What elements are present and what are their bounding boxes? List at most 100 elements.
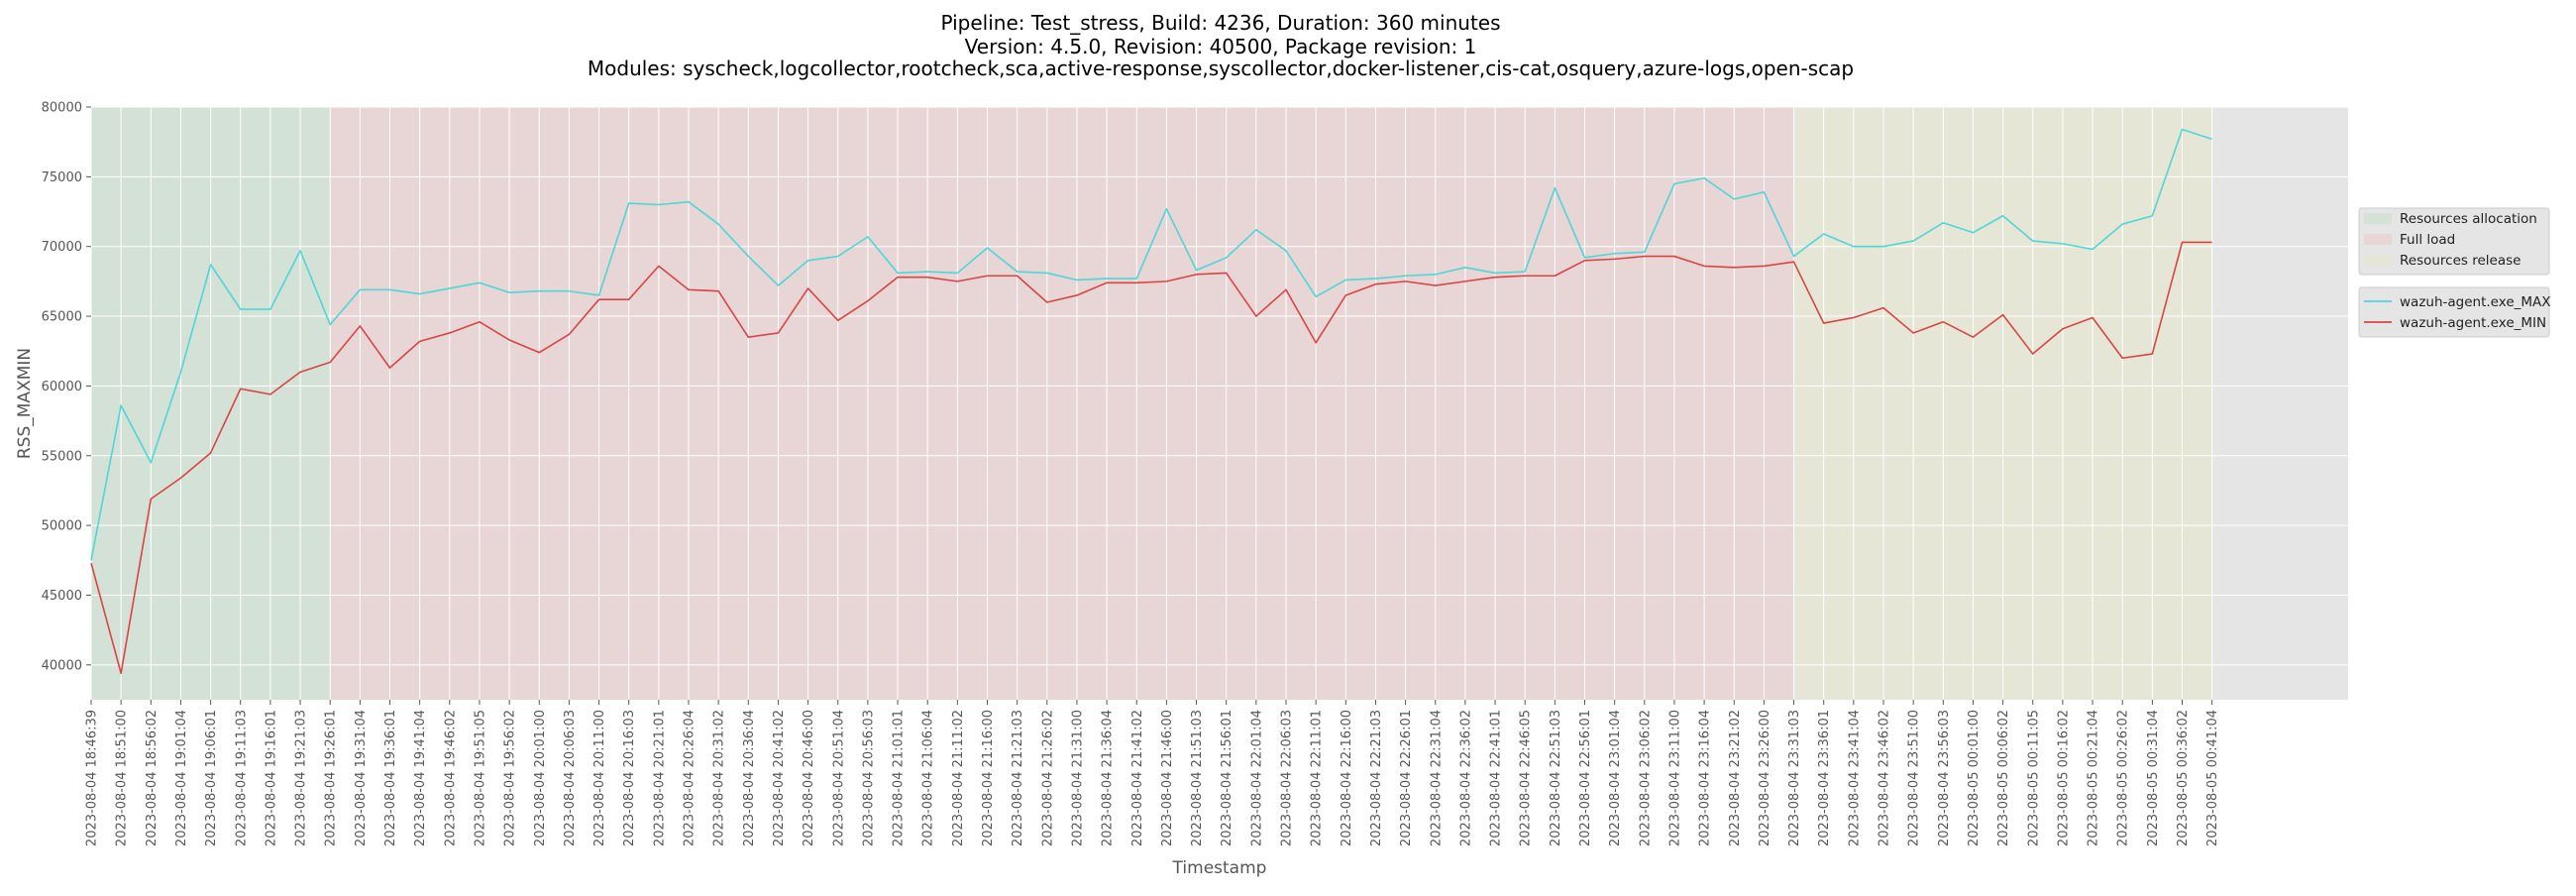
x-axis: 2023-08-04 18:46:39 2023-08-04 18:51:00 20… bbox=[85, 700, 2220, 846]
x-tick-label-67: 2023-08-05 00:21:04 bbox=[2087, 710, 2101, 846]
x-tick-label-15: 2023-08-04 20:01:00 bbox=[533, 710, 548, 846]
x-tick-label-28: 2023-08-04 21:06:04 bbox=[921, 710, 936, 846]
x-tick-label-40: 2023-08-04 22:06:03 bbox=[1280, 710, 1295, 846]
x-axis-label: Timestamp bbox=[1172, 858, 1267, 878]
x-tick-label-52: 2023-08-04 23:06:02 bbox=[1638, 710, 1653, 846]
phase-legend-label-2: Resources release bbox=[2400, 253, 2521, 269]
x-tick-label-12: 2023-08-04 19:46:02 bbox=[443, 710, 458, 846]
x-tick-label-54: 2023-08-04 23:16:04 bbox=[1698, 710, 1713, 846]
x-tick-label-53: 2023-08-04 23:11:00 bbox=[1667, 710, 1682, 846]
x-tick-label-69: 2023-08-05 00:31:04 bbox=[2146, 710, 2161, 846]
x-tick-label-27: 2023-08-04 21:01:01 bbox=[892, 710, 907, 846]
series-legend-label-1: wazuh-agent.exe_MIN bbox=[2400, 315, 2546, 331]
x-tick-label-45: 2023-08-04 22:31:04 bbox=[1429, 710, 1444, 846]
x-tick-label-59: 2023-08-04 23:41:04 bbox=[1847, 710, 1862, 846]
x-tick-label-61: 2023-08-04 23:51:00 bbox=[1907, 710, 1922, 846]
x-tick-label-18: 2023-08-04 20:16:03 bbox=[622, 710, 637, 846]
series-line-1 bbox=[90, 241, 2212, 675]
x-tick-label-25: 2023-08-04 20:51:04 bbox=[831, 710, 846, 846]
series-legend-label-0: wazuh-agent.exe_MAX bbox=[2400, 294, 2551, 310]
x-tick-label-26: 2023-08-04 20:56:03 bbox=[861, 710, 876, 846]
x-tick-label-65: 2023-08-05 00:11:05 bbox=[2026, 710, 2041, 846]
x-tick-label-60: 2023-08-04 23:46:02 bbox=[1878, 710, 1892, 846]
x-tick-label-63: 2023-08-05 00:01:00 bbox=[1967, 710, 1982, 846]
x-tick-label-2: 2023-08-04 18:56:02 bbox=[145, 710, 160, 846]
x-tick-label-23: 2023-08-04 20:41:02 bbox=[772, 710, 787, 846]
x-tick-label-8: 2023-08-04 19:26:01 bbox=[324, 710, 339, 846]
x-tick-label-32: 2023-08-04 21:26:02 bbox=[1040, 710, 1055, 846]
grid-lines bbox=[90, 106, 2348, 700]
chart-title: Pipeline: Test_stress, Build: 4236, Dura… bbox=[588, 11, 1854, 80]
x-tick-label-34: 2023-08-04 21:36:04 bbox=[1101, 710, 1116, 846]
y-tick-label-8: 80000 bbox=[42, 101, 82, 116]
x-tick-label-33: 2023-08-04 21:31:00 bbox=[1070, 710, 1085, 846]
x-tick-label-41: 2023-08-04 22:11:01 bbox=[1310, 710, 1325, 846]
x-tick-label-42: 2023-08-04 22:16:00 bbox=[1340, 710, 1354, 846]
y-tick-label-2: 50000 bbox=[42, 519, 82, 534]
phase-legend: Resources allocation Full load Resources r… bbox=[2358, 207, 2550, 276]
y-tick-label-3: 55000 bbox=[42, 449, 82, 464]
x-tick-label-44: 2023-08-04 22:26:01 bbox=[1399, 710, 1414, 846]
x-tick-label-6: 2023-08-04 19:16:01 bbox=[264, 710, 278, 846]
phase-legend-swatch-0 bbox=[2364, 213, 2392, 224]
x-tick-label-22: 2023-08-04 20:36:04 bbox=[742, 710, 757, 846]
x-tick-label-46: 2023-08-04 22:36:02 bbox=[1458, 710, 1473, 846]
title-line-3: Modules: syscheck,logcollector,rootcheck… bbox=[588, 56, 1854, 80]
y-tick-label-5: 65000 bbox=[42, 310, 82, 325]
x-tick-label-36: 2023-08-04 21:46:00 bbox=[1160, 710, 1175, 846]
x-tick-label-10: 2023-08-04 19:36:01 bbox=[383, 710, 398, 846]
phase-legend-box bbox=[2358, 207, 2550, 276]
phase-legend-label-1: Full load bbox=[2400, 232, 2455, 248]
x-tick-label-47: 2023-08-04 22:41:01 bbox=[1489, 710, 1504, 846]
x-tick-label-62: 2023-08-04 23:56:03 bbox=[1937, 710, 1952, 846]
series-line-0 bbox=[90, 128, 2212, 561]
series-lines bbox=[90, 128, 2212, 675]
phase-bands bbox=[91, 107, 2212, 700]
phase-legend-swatch-1 bbox=[2364, 234, 2392, 245]
x-tick-label-3: 2023-08-04 19:01:04 bbox=[174, 710, 189, 846]
x-tick-label-64: 2023-08-05 00:06:02 bbox=[1996, 710, 2011, 846]
x-tick-label-71: 2023-08-05 00:41:04 bbox=[2205, 710, 2220, 846]
y-tick-label-6: 70000 bbox=[42, 240, 82, 255]
x-tick-label-21: 2023-08-04 20:31:02 bbox=[712, 710, 727, 846]
x-tick-label-24: 2023-08-04 20:46:00 bbox=[802, 710, 816, 846]
x-tick-label-49: 2023-08-04 22:51:03 bbox=[1549, 710, 1563, 846]
x-tick-label-7: 2023-08-04 19:21:03 bbox=[294, 710, 309, 846]
x-tick-label-9: 2023-08-04 19:31:04 bbox=[354, 710, 369, 846]
x-tick-label-11: 2023-08-04 19:41:04 bbox=[413, 710, 428, 846]
y-tick-label-4: 60000 bbox=[42, 380, 82, 394]
x-tick-label-5: 2023-08-04 19:11:03 bbox=[234, 710, 249, 846]
phase-band-1 bbox=[330, 107, 1794, 700]
x-tick-label-16: 2023-08-04 20:06:03 bbox=[563, 710, 578, 846]
x-tick-label-66: 2023-08-05 00:16:02 bbox=[2056, 710, 2071, 846]
title-line-2: Version: 4.5.0, Revision: 40500, Package… bbox=[965, 35, 1477, 58]
phase-legend-label-0: Resources allocation bbox=[2400, 211, 2537, 227]
y-axis-label: RSS_MAXMIN bbox=[15, 348, 35, 459]
x-tick-label-39: 2023-08-04 22:01:04 bbox=[1249, 710, 1264, 846]
x-tick-label-20: 2023-08-04 20:26:04 bbox=[683, 710, 698, 846]
x-tick-label-35: 2023-08-04 21:41:02 bbox=[1130, 710, 1145, 846]
x-tick-label-48: 2023-08-04 22:46:05 bbox=[1519, 710, 1534, 846]
y-tick-label-1: 45000 bbox=[42, 589, 82, 604]
x-tick-label-38: 2023-08-04 21:56:01 bbox=[1220, 710, 1234, 846]
x-tick-label-68: 2023-08-05 00:26:02 bbox=[2116, 710, 2131, 846]
series-legend-box bbox=[2358, 286, 2550, 338]
x-tick-label-14: 2023-08-04 19:56:02 bbox=[503, 710, 518, 846]
x-tick-label-1: 2023-08-04 18:51:00 bbox=[115, 710, 130, 846]
x-tick-label-56: 2023-08-04 23:26:00 bbox=[1758, 710, 1772, 846]
x-tick-label-51: 2023-08-04 23:01:04 bbox=[1608, 710, 1623, 846]
x-tick-label-0: 2023-08-04 18:46:39 bbox=[85, 710, 100, 846]
x-tick-label-57: 2023-08-04 23:31:03 bbox=[1787, 710, 1802, 846]
phase-legend-swatch-2 bbox=[2364, 255, 2392, 266]
x-tick-label-19: 2023-08-04 20:21:01 bbox=[652, 710, 667, 846]
x-tick-label-29: 2023-08-04 21:11:02 bbox=[951, 710, 966, 846]
y-axis: 40000 45000 50000 55000 60000 65000 70000 75000… bbox=[42, 101, 91, 673]
x-tick-label-37: 2023-08-04 21:51:03 bbox=[1190, 710, 1205, 846]
x-tick-label-50: 2023-08-04 22:56:01 bbox=[1578, 710, 1593, 846]
x-tick-label-13: 2023-08-04 19:51:05 bbox=[473, 710, 487, 846]
x-tick-label-4: 2023-08-04 19:06:01 bbox=[204, 710, 219, 846]
series-legend: wazuh-agent.exe_MAX wazuh-agent.exe_MIN bbox=[2358, 286, 2551, 338]
title-line-1: Pipeline: Test_stress, Build: 4236, Dura… bbox=[940, 11, 1500, 35]
